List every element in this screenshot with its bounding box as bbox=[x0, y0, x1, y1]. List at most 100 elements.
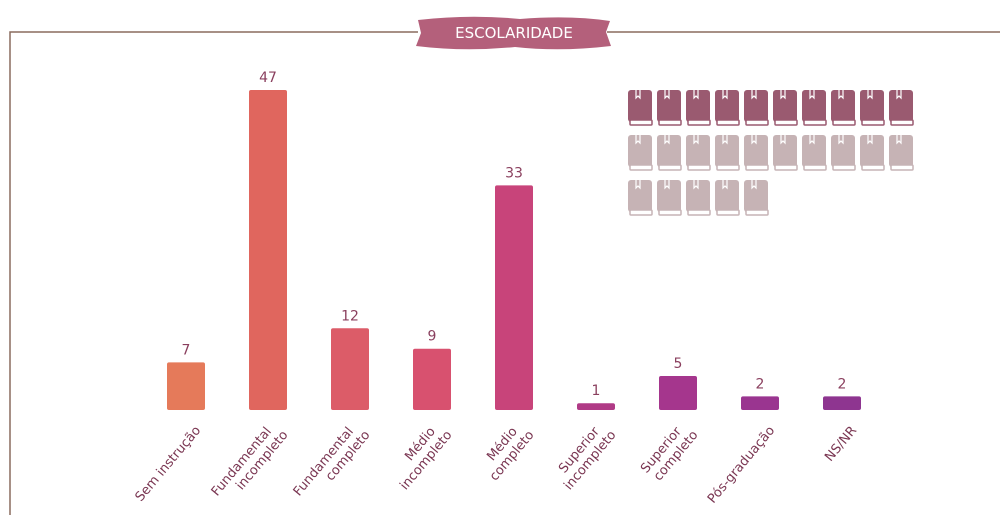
book-mark bbox=[693, 180, 699, 190]
book-pages bbox=[716, 164, 740, 171]
book-pages bbox=[861, 119, 885, 126]
book-mark bbox=[896, 90, 902, 100]
book-pages bbox=[687, 164, 711, 171]
book-mark bbox=[780, 90, 786, 100]
book-mark bbox=[722, 180, 728, 190]
book-pages bbox=[803, 119, 827, 126]
book-pages bbox=[658, 119, 682, 126]
value-label: 47 bbox=[259, 70, 277, 86]
value-label: 7 bbox=[182, 342, 191, 358]
book-mark bbox=[664, 180, 670, 190]
book-pages bbox=[658, 209, 682, 216]
book bbox=[628, 135, 652, 167]
book bbox=[860, 90, 884, 122]
book bbox=[889, 135, 913, 167]
bar bbox=[167, 362, 205, 410]
book bbox=[860, 135, 884, 167]
value-label: 2 bbox=[838, 376, 847, 392]
book-mark bbox=[896, 135, 902, 145]
x-tick-label: Médioincompleto bbox=[386, 418, 456, 493]
book-mark bbox=[751, 135, 757, 145]
book-mark bbox=[838, 90, 844, 100]
book-pages bbox=[716, 119, 740, 126]
book-mark bbox=[809, 90, 815, 100]
book bbox=[889, 90, 913, 122]
value-label: 33 bbox=[505, 165, 523, 181]
book-mark bbox=[867, 135, 873, 145]
book bbox=[773, 90, 797, 122]
bar bbox=[577, 403, 615, 410]
value-label: 5 bbox=[674, 356, 683, 372]
book-mark bbox=[809, 135, 815, 145]
value-label: 9 bbox=[428, 329, 437, 345]
book bbox=[744, 135, 768, 167]
book bbox=[715, 90, 739, 122]
bar bbox=[249, 90, 287, 410]
bar bbox=[659, 375, 697, 410]
book bbox=[686, 90, 710, 122]
book bbox=[715, 135, 739, 167]
book bbox=[628, 180, 652, 212]
book-pages bbox=[890, 164, 914, 171]
book bbox=[657, 180, 681, 212]
book-mark bbox=[867, 90, 873, 100]
bar bbox=[331, 328, 369, 410]
book-mark bbox=[664, 135, 670, 145]
book-mark bbox=[751, 180, 757, 190]
book bbox=[686, 135, 710, 167]
x-tick-label: Superiorincompleto bbox=[550, 418, 620, 493]
book-pages bbox=[629, 209, 653, 216]
book-mark bbox=[635, 90, 641, 100]
book-pages bbox=[774, 164, 798, 171]
book bbox=[802, 90, 826, 122]
book-pages bbox=[890, 119, 914, 126]
book-pages bbox=[629, 164, 653, 171]
book-icons bbox=[628, 90, 914, 216]
book bbox=[657, 90, 681, 122]
book-mark bbox=[635, 180, 641, 190]
book-mark bbox=[693, 90, 699, 100]
book-pages bbox=[861, 164, 885, 171]
book-mark bbox=[780, 135, 786, 145]
book-mark bbox=[693, 135, 699, 145]
book-pages bbox=[832, 164, 856, 171]
book bbox=[773, 135, 797, 167]
book-pages bbox=[745, 164, 769, 171]
bar bbox=[823, 396, 861, 410]
book-mark bbox=[664, 90, 670, 100]
book-pages bbox=[832, 119, 856, 126]
x-tick-label: Sem instrução bbox=[133, 423, 205, 504]
book-pages bbox=[774, 119, 798, 126]
x-tick-label: NS/NR bbox=[822, 424, 860, 465]
value-label: 1 bbox=[592, 383, 601, 399]
title-banner bbox=[416, 16, 611, 50]
book bbox=[686, 180, 710, 212]
bar bbox=[413, 348, 451, 410]
book-mark bbox=[722, 135, 728, 145]
x-tick-label: Pós-graduação bbox=[705, 423, 778, 506]
book bbox=[802, 135, 826, 167]
x-tick-label: Fundamentalcompleto bbox=[291, 418, 374, 509]
book-mark bbox=[635, 135, 641, 145]
frame bbox=[9, 31, 1000, 515]
book-pages bbox=[803, 164, 827, 171]
value-label: 12 bbox=[341, 308, 359, 324]
book-pages bbox=[745, 209, 769, 216]
book-mark bbox=[722, 90, 728, 100]
book bbox=[831, 135, 855, 167]
x-tick-label: Médiocompleto bbox=[476, 418, 538, 484]
book-pages bbox=[629, 119, 653, 126]
frame-line bbox=[9, 31, 1000, 515]
book-mark bbox=[838, 135, 844, 145]
value-label: 2 bbox=[756, 376, 765, 392]
x-tick-label: Superiorcompleto bbox=[638, 418, 702, 486]
book-mark bbox=[751, 90, 757, 100]
x-tick-label: Fundamentalincompleto bbox=[209, 418, 292, 509]
book bbox=[744, 90, 768, 122]
book bbox=[831, 90, 855, 122]
book bbox=[657, 135, 681, 167]
book-pages bbox=[745, 119, 769, 126]
book-pages bbox=[687, 209, 711, 216]
book-pages bbox=[687, 119, 711, 126]
